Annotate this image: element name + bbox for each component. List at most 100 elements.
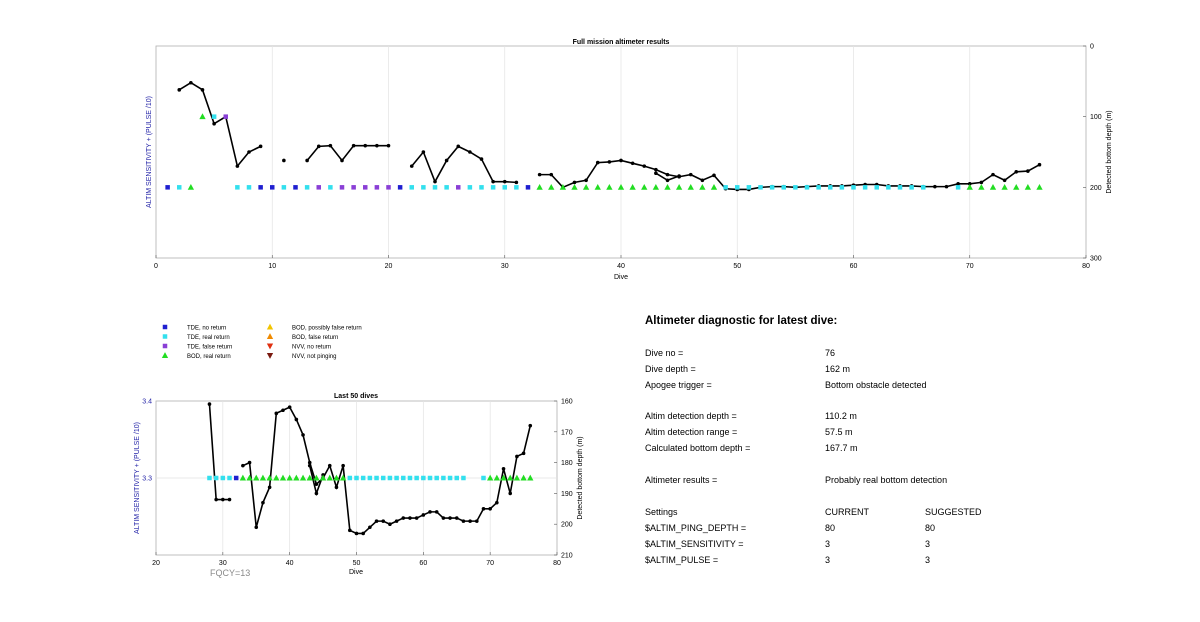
top-chart-title: Full mission altimeter results bbox=[573, 39, 670, 46]
top-depth-point bbox=[607, 160, 612, 164]
top-depth-point bbox=[200, 88, 205, 92]
top-depth-point bbox=[956, 182, 960, 186]
top-markers bbox=[165, 113, 1043, 190]
diagnostic-value: 76 bbox=[825, 348, 836, 358]
tde-no-marker bbox=[397, 185, 403, 190]
bottom-depth-point bbox=[381, 519, 386, 523]
bottom-depth-point bbox=[354, 531, 359, 536]
bottom-depth-point bbox=[214, 497, 218, 502]
top-depth-point bbox=[189, 80, 193, 85]
bod-false-marker bbox=[266, 333, 274, 339]
tde-real-marker bbox=[409, 185, 414, 190]
bod-real-marker bbox=[266, 474, 273, 481]
bottom-depth-point bbox=[221, 497, 225, 502]
setting-current: 3 bbox=[825, 555, 831, 565]
bod-real-marker bbox=[487, 474, 494, 481]
tde-real-marker bbox=[479, 185, 484, 190]
top-depth-point bbox=[944, 184, 949, 189]
top-depth-point bbox=[491, 179, 495, 184]
bottom-depth-point bbox=[287, 405, 292, 409]
tde-no-marker bbox=[293, 185, 298, 190]
tde-real-marker bbox=[851, 185, 856, 190]
legend-entry: BOD, false return bbox=[266, 333, 338, 341]
legend-label: TDE, false return bbox=[187, 345, 232, 351]
top-depth-point bbox=[642, 164, 647, 168]
tde-real-marker bbox=[281, 185, 287, 190]
top-x-label: Dive bbox=[614, 274, 628, 281]
bod-real-marker bbox=[699, 183, 706, 190]
diagnostic-label: Altim detection range = bbox=[645, 427, 738, 437]
top-x-tick-label: 50 bbox=[733, 263, 741, 270]
tde-false-marker bbox=[363, 185, 368, 190]
bottom-depth-point bbox=[448, 516, 452, 520]
legend-label: NVV, no return bbox=[292, 345, 331, 351]
bottom-depth-point bbox=[394, 519, 399, 523]
top-depth-point bbox=[340, 158, 344, 163]
top-depth-point bbox=[421, 150, 426, 154]
top-y-tick-label: 200 bbox=[1090, 185, 1102, 192]
setting-suggested: 3 bbox=[925, 555, 931, 565]
bottom-y-tick-label-right: 200 bbox=[561, 522, 573, 529]
top-depth-point bbox=[933, 184, 937, 189]
bod-real-marker bbox=[333, 474, 340, 481]
tde-real-marker bbox=[354, 475, 359, 481]
top-x-tick-label: 10 bbox=[268, 263, 276, 270]
tde-real-marker bbox=[374, 475, 379, 481]
bod-real-marker bbox=[259, 474, 267, 481]
tde-real-marker bbox=[434, 475, 439, 481]
tde-real-marker bbox=[839, 185, 845, 190]
bottom-depth-point bbox=[428, 510, 432, 514]
tde-real-marker bbox=[781, 185, 786, 190]
bottom-x-tick-label: 30 bbox=[219, 560, 227, 567]
bottom-depth-point bbox=[207, 402, 212, 406]
bottom-x-tick-label: 20 bbox=[152, 560, 160, 567]
tde-real-marker bbox=[227, 475, 232, 481]
bottom-chart-title: Last 50 dives bbox=[334, 393, 378, 400]
tde-false-marker bbox=[339, 185, 345, 190]
bottom-x-tick-label: 70 bbox=[486, 560, 494, 567]
top-depth-point bbox=[1037, 162, 1042, 167]
bod-real-marker bbox=[1001, 183, 1008, 190]
tde-false-marker bbox=[351, 185, 356, 190]
legend-label: TDE, no return bbox=[187, 326, 226, 332]
top-depth-point bbox=[1014, 169, 1019, 174]
bottom-x-ticks: 20 30 40 50 60 70 80 bbox=[152, 552, 561, 567]
tde-real-marker bbox=[213, 475, 219, 481]
tde-real-marker bbox=[432, 185, 438, 190]
bottom-depth-point bbox=[374, 519, 379, 523]
tde-real-marker bbox=[414, 475, 419, 481]
tde-real-marker bbox=[387, 475, 393, 481]
top-x-tick-label: 20 bbox=[385, 263, 393, 270]
bottom-depth-point bbox=[441, 516, 446, 520]
legend-entry: TDE, false return bbox=[162, 343, 232, 351]
bottom-depth-point bbox=[368, 525, 372, 530]
bottom-y-ticks-right: 160 170 180 190 200 210 bbox=[554, 399, 573, 560]
bottom-depth-point bbox=[454, 516, 459, 520]
diagnostic-label: Altim detection depth = bbox=[645, 411, 737, 421]
bottom-depth-point bbox=[307, 460, 312, 465]
tde-real-marker bbox=[886, 185, 891, 190]
top-depth-point bbox=[688, 172, 693, 177]
bod-real-marker bbox=[273, 474, 280, 481]
top-x-tick-label: 0 bbox=[154, 263, 158, 270]
setting-suggested: 80 bbox=[925, 523, 936, 533]
top-x-tick-label: 60 bbox=[850, 263, 858, 270]
bod-real-marker bbox=[1013, 183, 1020, 190]
top-depth-point bbox=[700, 178, 705, 183]
tde-real-marker bbox=[235, 185, 240, 190]
bod-real-marker bbox=[664, 183, 671, 190]
bottom-y-tick-label-right: 170 bbox=[561, 429, 573, 436]
diagnostic-value: Bottom obstacle detected bbox=[825, 380, 927, 390]
bod-real-marker bbox=[239, 474, 247, 481]
bottom-depth-point bbox=[261, 500, 265, 505]
tde-real-marker bbox=[177, 185, 182, 190]
tde-real-marker bbox=[481, 475, 486, 481]
top-depth-point bbox=[1002, 178, 1007, 183]
tde-real-marker bbox=[328, 185, 333, 190]
bottom-y-tick-label-left: 3.3 bbox=[142, 476, 152, 483]
bod-real-marker bbox=[513, 474, 521, 481]
bottom-depth-point bbox=[307, 463, 312, 468]
top-depth-line bbox=[539, 159, 1040, 191]
bottom-depth-line bbox=[242, 406, 532, 535]
